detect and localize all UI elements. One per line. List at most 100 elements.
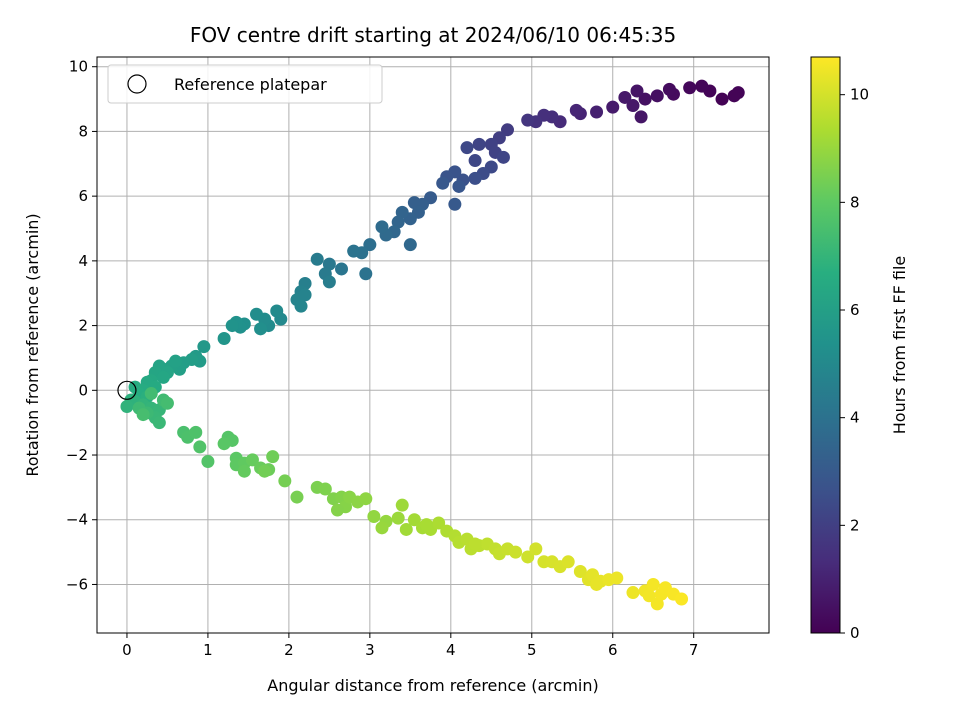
data-point [630,84,644,98]
reference-marker-group [117,380,137,400]
data-point [468,537,482,551]
legend-box [107,64,383,104]
data-point [375,220,389,234]
data-point [610,571,624,585]
data-point [399,522,413,536]
data-point [468,171,482,185]
data-point [144,387,158,401]
data-point [391,215,405,229]
data-point [318,482,332,496]
colorbar-tick-label: 0 [850,624,860,642]
data-point [217,437,231,451]
chart-title: FOV centre drift starting at 2024/06/10 … [190,23,676,47]
legend-reference-marker [127,74,147,94]
data-point [169,354,183,368]
reference-platepar-marker [117,380,137,400]
data-point [156,370,170,384]
y-tick-label: 10 [69,58,88,76]
data-point [496,150,510,164]
data-point [634,110,648,124]
data-point [294,299,308,313]
data-point [683,81,697,95]
data-point [420,518,434,532]
data-point [642,589,656,603]
y-tick-label: 2 [78,317,88,335]
data-point [452,179,466,193]
data-point [590,105,604,119]
data-point [606,100,620,114]
data-point [160,396,174,410]
data-point [254,322,268,336]
data-point [395,498,409,512]
data-point [662,82,676,96]
colorbar-label: Hours from first FF file [890,256,909,435]
data-point [727,89,741,103]
data-point [322,257,336,271]
data-point [407,196,421,210]
data-point [347,244,361,258]
data-point [245,453,259,467]
data-point [675,592,689,606]
x-tick-label: 1 [203,641,213,659]
data-point [225,319,239,333]
data-point [298,288,312,302]
x-tick-label: 6 [608,641,618,659]
data-point [197,340,211,354]
data-point [249,307,263,321]
y-axis-ticks: −6 −4 −2 0 2 4 6 8 10 [66,58,97,593]
data-point [258,464,272,478]
colorbar-tick-label: 10 [850,86,869,104]
y-tick-label: 8 [78,122,88,140]
data-point [472,137,486,151]
colorbar-tick-label: 2 [850,516,860,534]
x-axis-ticks: 0 1 2 3 4 5 6 7 [122,633,698,659]
data-point [189,425,203,439]
data-point [432,516,446,530]
data-point [436,176,450,190]
data-point [618,90,632,104]
data-point [359,267,373,281]
colorbar-gradient [810,56,841,634]
data-point [521,550,535,564]
x-axis-label: Angular distance from reference (arcmin) [267,676,598,695]
data-point [650,597,664,611]
data-point [650,89,664,103]
x-tick-label: 0 [122,641,132,659]
data-point [403,238,417,252]
data-point [335,262,349,276]
data-point [561,555,575,569]
data-point [322,275,336,289]
data-point [569,103,583,117]
y-tick-label: 4 [78,252,88,270]
data-point [646,577,660,591]
data-point [500,123,514,137]
data-point [375,521,389,535]
data-point [310,252,324,266]
x-tick-label: 5 [527,641,537,659]
data-point [626,99,640,113]
data-point [120,399,134,413]
data-point [237,464,251,478]
y-tick-label: −6 [66,575,88,593]
data-point [626,586,640,600]
data-point [359,492,373,506]
data-point [270,304,284,318]
data-points [120,79,745,611]
data-point [573,565,587,579]
data-point [590,577,604,591]
grid [97,57,769,633]
x-tick-label: 4 [446,641,456,659]
y-axis-label: Rotation from reference (arcmin) [23,213,42,476]
data-point [391,511,405,525]
data-point [407,513,421,527]
x-tick-label: 7 [689,641,699,659]
data-point [136,408,150,422]
data-point [529,542,543,556]
data-point [290,490,304,504]
colorbar-ticks: 0 2 4 6 8 10 [840,86,869,642]
data-point [509,545,523,559]
x-tick-label: 2 [284,641,294,659]
data-point [193,440,207,454]
data-point [217,332,231,346]
